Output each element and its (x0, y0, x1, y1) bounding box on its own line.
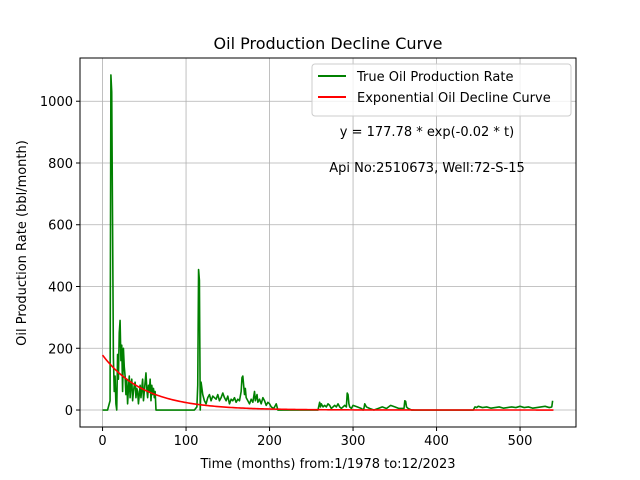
well-info-annotation: Api No:2510673, Well:72-S-15 (329, 161, 525, 176)
legend-label-exponential: Exponential Oil Decline Curve (357, 91, 551, 106)
series-exponential-decline (101, 354, 554, 411)
y-tick-label: 200 (48, 342, 73, 357)
x-axis-ticks: 0 100 200 300 400 500 (98, 427, 532, 449)
legend: True Oil Production Rate Exponential Oil… (311, 63, 572, 117)
y-tick-label: 400 (48, 281, 73, 296)
x-tick-label: 500 (508, 434, 533, 449)
series-true-oil-production (102, 74, 554, 411)
y-tick-label: 1000 (40, 95, 73, 110)
legend-label-true-oil: True Oil Production Rate (356, 70, 513, 85)
x-tick-label: 0 (98, 434, 106, 449)
y-tick-label: 0 (65, 404, 73, 419)
equation-annotation: y = 177.78 * exp(-0.02 * t) (340, 125, 514, 140)
series-layer (101, 74, 554, 411)
plot-area-frame (79, 57, 577, 428)
x-tick-label: 400 (424, 434, 449, 449)
grid-lines (80, 58, 576, 427)
x-tick-label: 300 (341, 434, 366, 449)
y-tick-label: 600 (48, 219, 73, 234)
x-axis-label: Time (months) from:1/1978 to:12/2023 (199, 457, 455, 472)
y-axis-ticks: 0 200 400 600 800 1000 (40, 95, 80, 419)
x-tick-label: 100 (174, 434, 199, 449)
y-axis-label: Oil Production Rate (bbl/month) (15, 140, 30, 346)
chart-title: Oil Production Decline Curve (214, 34, 443, 53)
y-tick-label: 800 (48, 157, 73, 172)
legend-box (311, 63, 572, 117)
x-tick-label: 200 (257, 434, 282, 449)
